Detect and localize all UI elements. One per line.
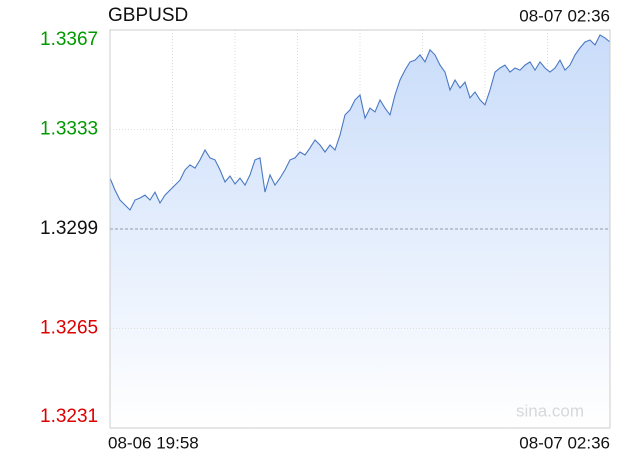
- y-tick-label: 1.3299: [40, 218, 98, 239]
- y-tick-label: 1.3231: [40, 406, 98, 427]
- watermark: sina.com: [516, 401, 584, 420]
- x-end-label: 08-07 02:36: [519, 433, 610, 452]
- chart-title: GBPUSD: [108, 5, 188, 26]
- y-tick-label: 1.3265: [40, 318, 98, 339]
- time: 08-07 02:36: [519, 6, 610, 25]
- area: [110, 35, 610, 428]
- y-tick-label: 1.3367: [40, 29, 98, 50]
- plot-frame: [109, 29, 611, 429]
- price-line: [109, 34, 611, 211]
- y-tick-label: 1.3333: [40, 119, 98, 140]
- x-start-label: 08-06 19:58: [108, 433, 199, 452]
